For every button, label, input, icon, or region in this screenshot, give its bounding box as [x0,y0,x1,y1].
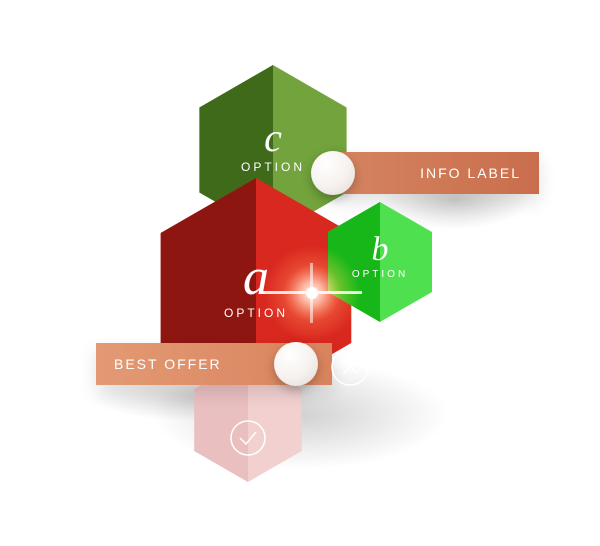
best-offer-text: BEST OFFER [114,356,222,372]
best-offer-dot[interactable] [274,342,318,386]
check-icon[interactable] [229,419,267,457]
info-dot[interactable] [311,151,355,195]
option-c-letter: c [240,118,306,158]
option-b-sub: OPTION [349,269,411,280]
option-c-label: c OPTION [240,118,306,174]
infographic-stage: INFO LABEL BEST OFFER c [0,0,600,546]
option-a-sub: OPTION [206,306,306,320]
option-b-label: b OPTION [349,233,411,280]
option-b-letter: b [349,233,411,267]
option-c-sub: OPTION [240,160,306,174]
info-label-text: INFO LABEL [420,165,521,181]
option-a-label: a OPTION [206,252,306,320]
option-a-letter: a [206,252,306,304]
close-icon[interactable] [330,347,370,387]
